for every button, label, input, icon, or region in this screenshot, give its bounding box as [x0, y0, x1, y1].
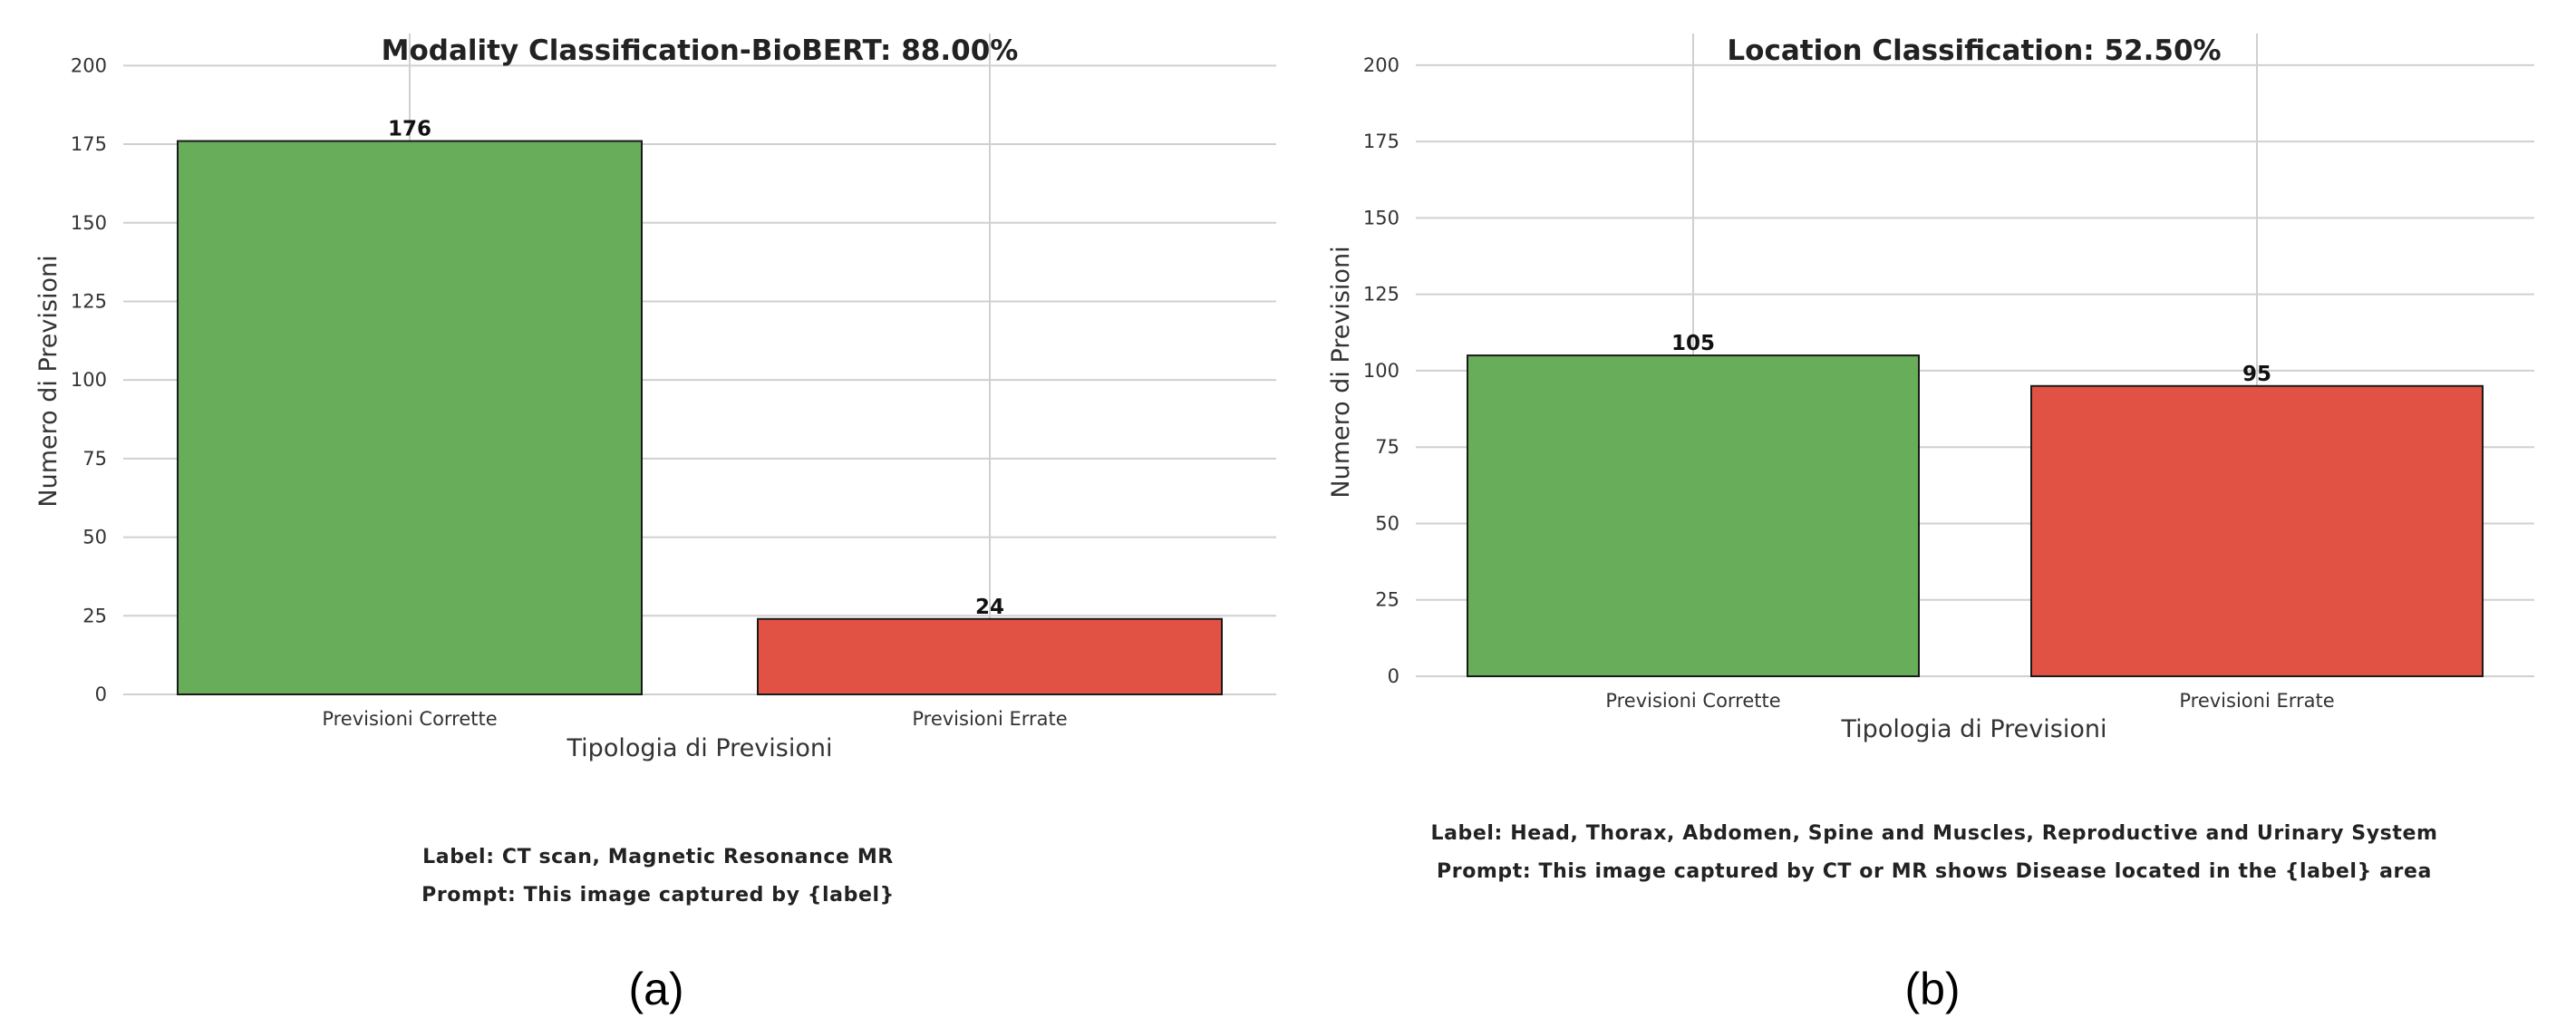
x-tick-label: Previsioni Errate	[912, 708, 1067, 730]
y-tick-label: 100	[71, 369, 107, 391]
bar-value-label: 95	[2242, 363, 2271, 386]
chart-title: Modality Classification-BioBERT: 88.00%	[382, 34, 1019, 67]
y-tick-label: 150	[71, 212, 107, 234]
x-tick-label: Previsioni Errate	[2179, 690, 2334, 712]
y-tick-label: 100	[1363, 360, 1399, 382]
y-tick-label: 75	[82, 448, 107, 470]
y-tick-label: 200	[71, 54, 107, 76]
chart-title: Location Classification: 52.50%	[1727, 34, 2221, 67]
x-tick-label: Previsioni Corrette	[1605, 690, 1780, 712]
y-tick-label: 175	[1363, 131, 1399, 152]
subfigure-label: (a)	[628, 964, 683, 1014]
y-tick-label: 25	[82, 605, 107, 626]
subfigure-label: (b)	[1904, 964, 1960, 1014]
x-axis-label: Tipologia di Previsioni	[1841, 715, 2107, 743]
y-tick-label: 0	[95, 684, 107, 705]
x-axis-label: Tipologia di Previsioni	[567, 734, 833, 762]
y-axis-label: Numero di Previsioni	[34, 255, 63, 507]
y-tick-label: 175	[71, 133, 107, 155]
bar	[177, 140, 643, 695]
caption-line: Prompt: This image captured by {label}	[421, 884, 895, 907]
bar-value-label: 105	[1671, 332, 1715, 355]
y-tick-label: 50	[82, 527, 107, 548]
bar	[2030, 384, 2484, 677]
y-tick-label: 0	[1388, 665, 1399, 687]
panel-a-modality-chart: 0 25 50 75 100 125 150 175 200 176 Previsioni Corr…	[34, 34, 1276, 1014]
bar-value-label: 176	[388, 118, 431, 141]
caption-line: Prompt: This image captured by CT or MR …	[1437, 860, 2432, 883]
bar	[757, 617, 1223, 696]
y-tick-label: 200	[1363, 54, 1399, 76]
bar	[1467, 354, 1920, 677]
y-tick-label: 150	[1363, 207, 1399, 228]
y-tick-label: 25	[1375, 589, 1399, 611]
x-tick-label: Previsioni Corrette	[322, 708, 497, 730]
y-tick-label: 75	[1375, 436, 1399, 458]
panel-b-location-chart: 0 25 50 75 100 125 150 175 200 105 Previsioni Corr…	[1327, 34, 2534, 1014]
y-tick-label: 125	[1363, 284, 1399, 305]
y-tick-label: 50	[1375, 512, 1399, 534]
bar-value-label: 24	[975, 596, 1004, 619]
y-tick-label: 125	[71, 290, 107, 312]
y-axis-label: Numero di Previsioni	[1327, 246, 1355, 498]
caption-line: Label: CT scan, Magnetic Resonance MR	[422, 846, 894, 868]
caption-line: Label: Head, Thorax, Abdomen, Spine and …	[1430, 822, 2437, 845]
